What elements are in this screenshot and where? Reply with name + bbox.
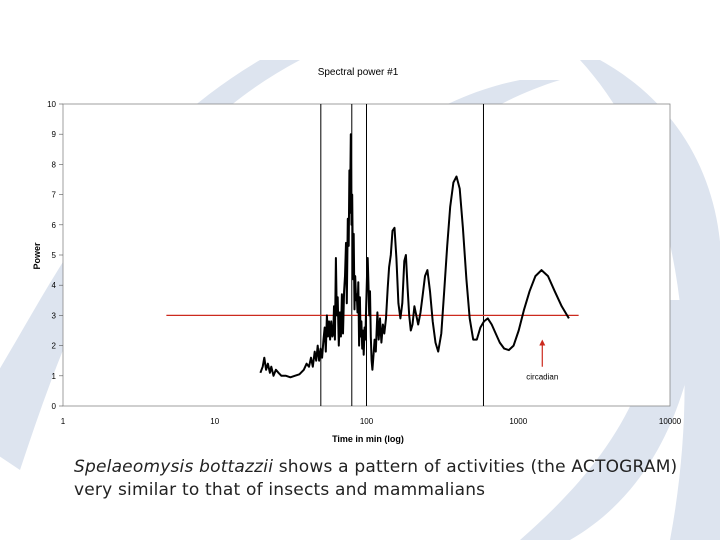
y-tick-label: 8 — [52, 160, 57, 169]
y-tick-label: 0 — [52, 402, 57, 411]
x-tick-label: 100 — [360, 417, 374, 426]
y-tick-label: 1 — [52, 372, 57, 381]
decoration-arc-left — [0, 60, 300, 470]
y-tick-labels: 0 1 2 3 4 5 6 7 8 9 10 — [47, 100, 63, 411]
x-tick-label: 1 — [61, 417, 66, 426]
circadian-annotation: circadian — [526, 373, 558, 382]
y-tick-label: 5 — [52, 251, 57, 260]
slide-caption: Spelaeomysis bottazzii shows a pattern o… — [74, 456, 714, 502]
caption-text: shows a pattern of activities (the ACTOG… — [74, 457, 678, 500]
y-tick-label: 7 — [52, 191, 57, 200]
x-axis-label: Time in min (log) — [332, 434, 404, 444]
caption-species: Spelaeomysis bottazzii — [74, 457, 274, 477]
y-tick-label: 6 — [52, 221, 57, 230]
circadian-arrow-head — [539, 339, 546, 346]
chart-title: Spectral power #1 — [318, 67, 399, 78]
y-tick-label: 4 — [52, 281, 57, 290]
x-tick-labels: 1 10 100 1000 10000 — [61, 417, 682, 426]
x-tick-label: 1000 — [509, 417, 527, 426]
spectral-power-series-line — [259, 133, 570, 379]
y-tick-label: 9 — [52, 130, 57, 139]
y-axis-label: Power — [32, 242, 42, 270]
decoration-arc-right — [580, 60, 720, 540]
x-tick-label: 10 — [210, 417, 219, 426]
y-tick-label: 10 — [47, 100, 56, 109]
x-tick-label: 10000 — [659, 417, 682, 426]
y-tick-label: 2 — [52, 342, 57, 351]
y-tick-label: 3 — [52, 311, 57, 320]
